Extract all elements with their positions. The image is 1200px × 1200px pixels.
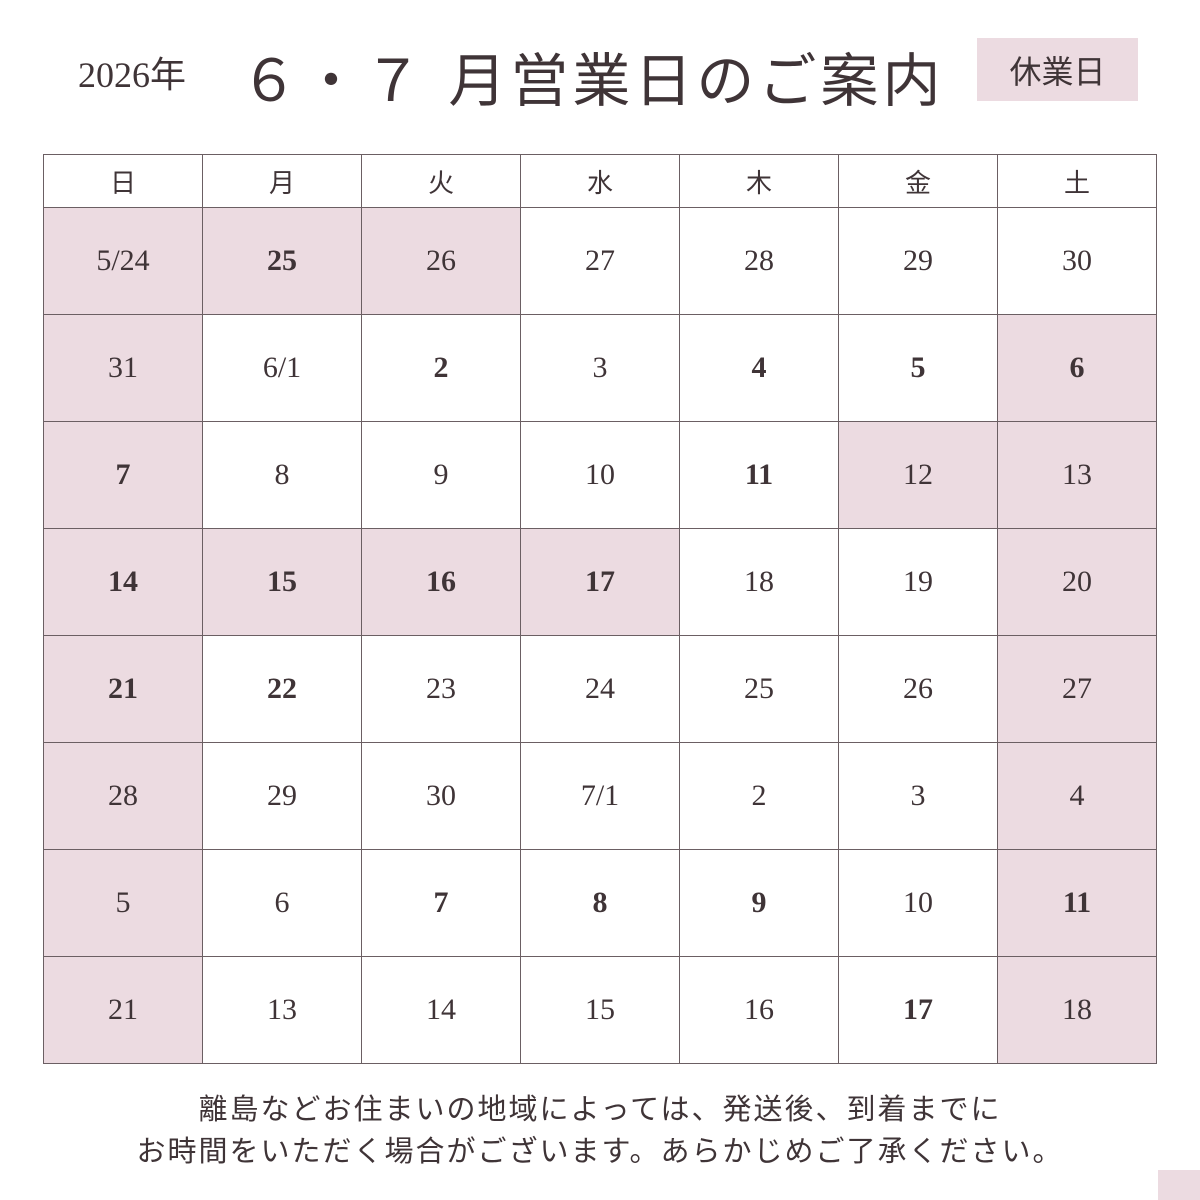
calendar-day: 8 <box>520 849 680 957</box>
calendar-day: 10 <box>520 421 680 529</box>
calendar-day: 23 <box>361 635 521 743</box>
calendar-week-row: 14 15 16 17 18 19 20 <box>43 528 1157 636</box>
calendar-day: 4 <box>679 314 839 422</box>
calendar-day: 9 <box>679 849 839 957</box>
calendar-day: 24 <box>520 635 680 743</box>
calendar-day: 2 <box>679 742 839 850</box>
calendar-day: 29 <box>838 207 998 315</box>
calendar-day: 3 <box>838 742 998 850</box>
calendar-day: 27 <box>520 207 680 315</box>
calendar-day-holiday: 11 <box>997 849 1157 957</box>
weekday-header-row: 日 月 火 水 木 金 土 <box>43 154 1157 208</box>
weekday-wed: 水 <box>520 154 680 208</box>
calendar-day: 11 <box>679 421 839 529</box>
calendar-week-row: 31 6/1 2 3 4 5 6 <box>43 314 1157 422</box>
calendar-day: 28 <box>679 207 839 315</box>
calendar-day-holiday: 13 <box>997 421 1157 529</box>
weekday-fri: 金 <box>838 154 998 208</box>
calendar-day: 10 <box>838 849 998 957</box>
weekday-mon: 月 <box>202 154 362 208</box>
calendar-day-holiday: 17 <box>520 528 680 636</box>
calendar-day: 5 <box>838 314 998 422</box>
weekday-sun: 日 <box>43 154 203 208</box>
calendar-day: 30 <box>361 742 521 850</box>
calendar-week-row: 5/24 25 26 27 28 29 30 <box>43 207 1157 315</box>
calendar-day-holiday: 7 <box>43 421 203 529</box>
calendar-day: 17 <box>838 956 998 1064</box>
calendar-week-row: 28 29 30 7/1 2 3 4 <box>43 742 1157 850</box>
calendar-day-holiday: 5 <box>43 849 203 957</box>
calendar-week-row: 5 6 7 8 9 10 11 <box>43 849 1157 957</box>
calendar-day: 6 <box>202 849 362 957</box>
holiday-legend-label: 休業日 <box>1009 52 1106 91</box>
calendar-day: 2 <box>361 314 521 422</box>
calendar-day: 3 <box>520 314 680 422</box>
calendar-day-holiday: 15 <box>202 528 362 636</box>
page-title: ６・７ 月営業日のご案内 <box>240 47 945 115</box>
calendar-day: 19 <box>838 528 998 636</box>
calendar-day: 7/1 <box>520 742 680 850</box>
calendar-day-holiday: 4 <box>997 742 1157 850</box>
calendar-week-row: 21 22 23 24 25 26 27 <box>43 635 1157 743</box>
shipping-note-line-2: お時間をいただく場合がございます。あらかじめご了承ください。 <box>136 1134 1064 1168</box>
calendar-day-holiday: 31 <box>43 314 203 422</box>
calendar-day-holiday: 6 <box>997 314 1157 422</box>
calendar-day: 26 <box>838 635 998 743</box>
calendar-body: 5/24 25 26 27 28 29 30 31 6/1 2 3 4 5 6 7 8 9 10 11 12 13 14 1… <box>43 207 1157 1064</box>
weekday-sat: 土 <box>997 154 1157 208</box>
calendar-day: 25 <box>679 635 839 743</box>
calendar-day: 18 <box>679 528 839 636</box>
holiday-legend: 休業日 <box>977 38 1138 101</box>
calendar-day: 14 <box>361 956 521 1064</box>
calendar-day-holiday: 21 <box>43 635 203 743</box>
calendar-day-holiday: 20 <box>997 528 1157 636</box>
calendar-day: 22 <box>202 635 362 743</box>
calendar-table: 日 月 火 水 木 金 土 5/24 25 26 27 28 29 30 31 6/1 2 3 4 5 6… <box>43 154 1157 1064</box>
calendar-day-holiday: 16 <box>361 528 521 636</box>
calendar-day-holiday: 21 <box>43 956 203 1064</box>
weekday-tue: 火 <box>361 154 521 208</box>
calendar-day: 16 <box>679 956 839 1064</box>
weekday-thu: 木 <box>679 154 839 208</box>
calendar-day: 15 <box>520 956 680 1064</box>
calendar-week-row: 21 13 14 15 16 17 18 <box>43 956 1157 1064</box>
calendar-day: 30 <box>997 207 1157 315</box>
calendar-day-holiday: 14 <box>43 528 203 636</box>
calendar-day-holiday: 27 <box>997 635 1157 743</box>
shipping-note-line-1: 離島などお住まいの地域によっては、発送後、到着までに <box>198 1092 1002 1126</box>
calendar-day: 8 <box>202 421 362 529</box>
shipping-note: 離島などお住まいの地域によっては、発送後、到着までに お時間をいただく場合がござ… <box>0 1088 1200 1172</box>
calendar-day: 29 <box>202 742 362 850</box>
corner-decoration <box>1158 1170 1200 1200</box>
calendar-day-holiday: 28 <box>43 742 203 850</box>
calendar-day: 9 <box>361 421 521 529</box>
calendar-day: 7 <box>361 849 521 957</box>
calendar-day-holiday: 5/24 <box>43 207 203 315</box>
calendar-day: 6/1 <box>202 314 362 422</box>
year-label: 2026年 <box>78 55 187 95</box>
calendar-day-holiday: 26 <box>361 207 521 315</box>
calendar-day-holiday: 25 <box>202 207 362 315</box>
calendar-day-holiday: 18 <box>997 956 1157 1064</box>
calendar-day: 13 <box>202 956 362 1064</box>
calendar-day-holiday: 12 <box>838 421 998 529</box>
calendar-week-row: 7 8 9 10 11 12 13 <box>43 421 1157 529</box>
